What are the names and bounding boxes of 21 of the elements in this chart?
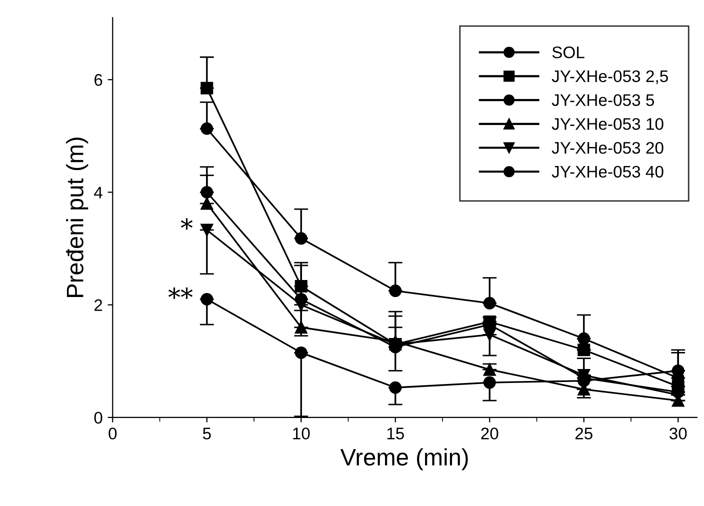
legend-label: SOL — [552, 46, 584, 58]
annotation: * — [180, 218, 193, 230]
y-tick-label: 4 — [94, 186, 102, 198]
y-tick-label: 6 — [94, 74, 102, 86]
x-tick-label: 25 — [575, 428, 592, 440]
x-tick-label: 0 — [108, 428, 117, 440]
legend-label: JY-XHe-053 20 — [552, 142, 664, 154]
y-tick-label: 2 — [94, 299, 102, 311]
legend-label: JY-XHe-053 2,5 — [552, 70, 668, 84]
x-tick-label: 30 — [669, 428, 687, 440]
x-tick-label: 10 — [293, 428, 310, 440]
legend-label: JY-XHe-053 40 — [552, 166, 664, 178]
x-tick-label: 20 — [481, 428, 498, 440]
y-axis-title: Pređeni put (m) — [66, 138, 88, 297]
x-tick-label: 15 — [387, 428, 404, 440]
x-axis-title: Vreme (min) — [340, 448, 468, 470]
legend-label: JY-XHe-053 5 — [552, 94, 654, 106]
x-tick-label: 5 — [202, 428, 211, 440]
annotation: ** — [168, 288, 193, 299]
legend-label: JY-XHe-053 10 — [552, 118, 664, 130]
y-tick-label: 0 — [94, 412, 102, 424]
